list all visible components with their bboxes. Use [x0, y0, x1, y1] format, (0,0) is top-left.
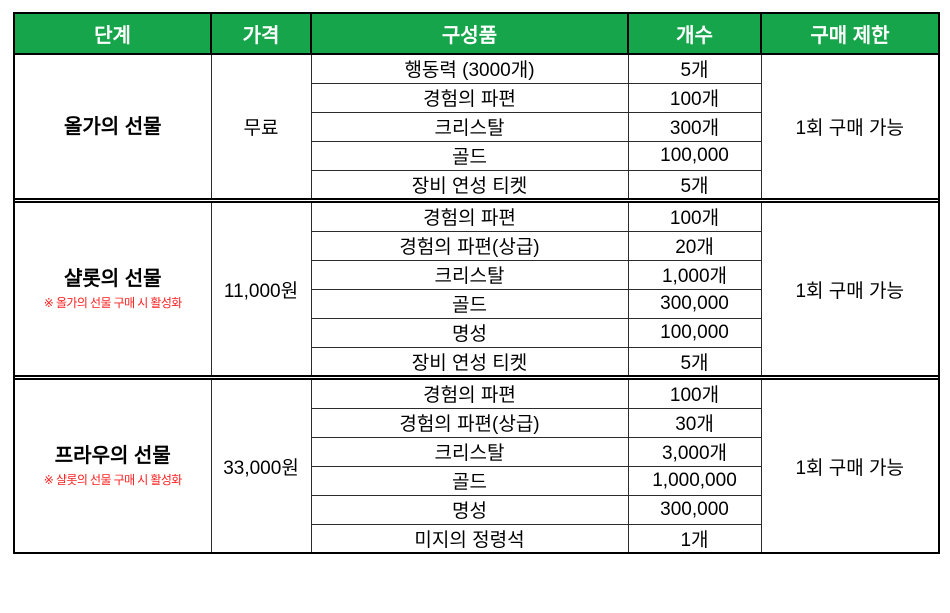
item-row: 명성 100,000 — [14, 317, 939, 348]
price-cell: 무료 — [210, 53, 312, 200]
header-row: 단계 가격 구성품 개수 구매 제한 — [13, 12, 940, 55]
table-body: 올가의 선물 무료 행동력 (3000개) 5개 1회 구매 가능 경험의 파편 100개 크… — [13, 53, 940, 554]
item-count-cell: 1개 — [627, 523, 762, 554]
item-name-cell: 경험의 파편(상급) — [310, 230, 629, 261]
section-divider-cell — [14, 198, 939, 203]
item-count-cell: 5개 — [627, 169, 762, 200]
item-row: 경험의 파편(상급) 20개 — [14, 230, 939, 261]
item-name-cell: 장비 연성 티켓 — [310, 346, 629, 377]
stage-name: 샬롯의 선물 — [63, 268, 162, 290]
item-count-cell: 20개 — [627, 230, 762, 261]
item-name-cell: 명성 — [310, 317, 629, 348]
item-count-cell: 5개 — [627, 53, 762, 84]
stage-name: 올가의 선물 — [63, 115, 162, 138]
header-price: 가격 — [210, 12, 312, 55]
item-row: 경험의 파편 100개 — [14, 82, 939, 113]
package-pricing-table: 단계 가격 구성품 개수 구매 제한 올가의 선물 무료 행동력 (3000개) 5개… — [13, 12, 940, 554]
item-count-cell: 300,000 — [627, 494, 762, 525]
header-purchase-limit: 구매 제한 — [760, 12, 940, 55]
section-divider-cell — [14, 375, 939, 380]
item-row: 장비 연성 티켓 5개 — [14, 346, 939, 377]
price-cell: 11,000원 — [210, 201, 312, 377]
purchase-limit-cell: 1회 구매 가능 — [760, 378, 940, 554]
item-name-cell: 경험의 파편(상급) — [310, 407, 629, 438]
stage-cell: 샬롯의 선물 ※ 올가의 선물 구매 시 활성화 — [13, 201, 212, 377]
header-stage: 단계 — [13, 12, 212, 55]
item-count-cell: 100개 — [627, 378, 762, 409]
item-count-cell: 1,000개 — [627, 259, 762, 290]
purchase-limit-cell: 1회 구매 가능 — [760, 201, 940, 377]
stage-cell: 프라우의 선물 ※ 샬롯의 선물 구매 시 활성화 — [13, 378, 212, 554]
item-name-cell: 미지의 정령석 — [310, 523, 629, 554]
item-row: 장비 연성 티켓 5개 — [14, 169, 939, 200]
item-name-cell: 크리스탈 — [310, 259, 629, 290]
item-row: 미지의 정령석 1개 — [14, 523, 939, 554]
section-divider — [14, 198, 939, 203]
item-count-cell: 1,000,000 — [627, 465, 762, 496]
purchase-limit-cell: 1회 구매 가능 — [760, 53, 940, 200]
item-count-cell: 100,000 — [627, 317, 762, 348]
item-name-cell: 경험의 파편 — [310, 201, 629, 232]
item-name-cell: 장비 연성 티켓 — [310, 169, 629, 200]
item-row: 크리스탈 1,000개 — [14, 259, 939, 290]
item-row: 명성 300,000 — [14, 494, 939, 525]
item-name-cell: 크리스탈 — [310, 111, 629, 142]
item-name-cell: 골드 — [310, 288, 629, 319]
item-count-cell: 300,000 — [627, 288, 762, 319]
item-row: 올가의 선물 무료 행동력 (3000개) 5개 1회 구매 가능 — [13, 53, 940, 200]
item-count-cell: 100개 — [627, 201, 762, 232]
item-name-cell: 경험의 파편 — [310, 82, 629, 113]
stage-cell: 올가의 선물 — [13, 53, 212, 200]
item-name-cell: 골드 — [310, 465, 629, 496]
item-row: 골드 300,000 — [14, 288, 939, 319]
stage-activation-note: ※ 올가의 선물 구매 시 활성화 — [43, 296, 183, 310]
item-count-cell: 3,000개 — [627, 436, 762, 467]
item-count-cell: 300개 — [627, 111, 762, 142]
item-name-cell: 명성 — [310, 494, 629, 525]
item-row: 골드 100,000 — [14, 140, 939, 171]
price-cell: 33,000원 — [210, 378, 312, 554]
item-name-cell: 크리스탈 — [310, 436, 629, 467]
item-count-cell: 5개 — [627, 346, 762, 377]
item-count-cell: 30개 — [627, 407, 762, 438]
header-count: 개수 — [627, 12, 762, 55]
item-count-cell: 100개 — [627, 82, 762, 113]
item-count-cell: 100,000 — [627, 140, 762, 171]
item-name-cell: 골드 — [310, 140, 629, 171]
item-row: 샬롯의 선물 ※ 올가의 선물 구매 시 활성화 11,000원 경험의 파편 100개… — [13, 201, 940, 377]
item-name-cell: 행동력 (3000개) — [310, 53, 629, 84]
header-components: 구성품 — [310, 12, 629, 55]
item-row: 프라우의 선물 ※ 샬롯의 선물 구매 시 활성화 33,000원 경험의 파편 100… — [13, 378, 940, 554]
item-name-cell: 경험의 파편 — [310, 378, 629, 409]
section-divider — [14, 375, 939, 380]
page-content: 단계 가격 구성품 개수 구매 제한 올가의 선물 무료 행동력 (3000개) 5개… — [13, 12, 940, 554]
stage-name: 프라우의 선물 — [54, 445, 171, 467]
stage-activation-note: ※ 샬롯의 선물 구매 시 활성화 — [43, 473, 183, 487]
